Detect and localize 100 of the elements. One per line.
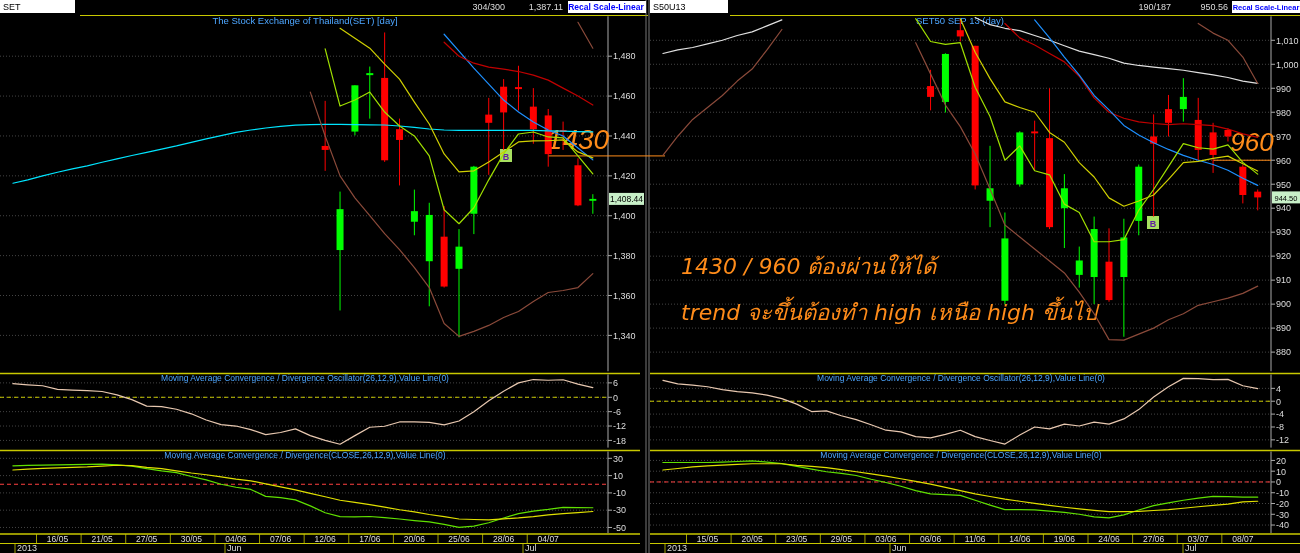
y-tick-label: -18 xyxy=(613,435,627,446)
x-tick-label: 03/07 xyxy=(1187,534,1210,544)
x-tick-label: 14/06 xyxy=(1009,534,1031,544)
y-tick-label: 970 xyxy=(1276,131,1292,142)
candlestick xyxy=(1209,122,1217,174)
x-tick-label: 04/06 xyxy=(225,534,247,544)
text: 190/187 xyxy=(1138,2,1171,12)
y-tick-label: 10 xyxy=(1276,466,1287,477)
y-tick-label: 890 xyxy=(1276,323,1292,334)
y-tick-label: 0 xyxy=(1276,396,1282,407)
y-tick-label: -30 xyxy=(613,505,627,516)
candlestick xyxy=(485,97,493,176)
y-tick-label: 1,010 xyxy=(1276,35,1299,46)
x-tick-label: 19/06 xyxy=(1053,534,1076,544)
y-tick-label: -50 xyxy=(613,522,627,533)
chart-title: Moving Average Convergence / Divergence Oscillator(26,12,9),Value Line(0) xyxy=(817,373,1106,383)
x-tick-label: 25/06 xyxy=(448,534,470,544)
y-tick-label: -12 xyxy=(1276,435,1290,446)
line-series xyxy=(662,460,1259,519)
y-tick-label: 30 xyxy=(613,453,624,464)
y-tick-label: 880 xyxy=(1276,347,1292,358)
candlestick xyxy=(529,87,537,145)
y-tick-label: -30 xyxy=(1276,509,1290,520)
y-tick-label: 1,380 xyxy=(613,250,636,261)
x-tick-label: 04/07 xyxy=(537,534,560,544)
y-tick-label: 1,400 xyxy=(613,211,636,222)
y-tick-label: -10 xyxy=(613,488,627,499)
chart-title: Moving Average Convergence / Divergence(CLOSE,26,12,9),Value Line(0) xyxy=(164,450,446,460)
x-tick-label: 30/05 xyxy=(180,534,203,544)
text: Recal Scale-Linear xyxy=(568,2,645,12)
annotation: B xyxy=(502,151,510,162)
x-tick-label: 16/05 xyxy=(46,534,69,544)
y-tick-label: 20 xyxy=(1276,455,1287,466)
candlestick xyxy=(1179,77,1187,123)
candlestick xyxy=(927,69,935,111)
y-tick-label: 1,360 xyxy=(613,290,636,301)
y-tick-label: -4 xyxy=(1276,409,1285,420)
chart-title: The Stock Exchange of Thailand(SET) [day] xyxy=(212,15,398,26)
x-tick-label: 03/06 xyxy=(875,534,897,544)
x-tick-label: 29/05 xyxy=(830,534,853,544)
y-tick-label: 1,440 xyxy=(613,131,636,142)
y-tick-label: 900 xyxy=(1276,299,1292,310)
y-tick-label: 910 xyxy=(1276,275,1292,286)
y-tick-label: 990 xyxy=(1276,83,1292,94)
candlestick xyxy=(321,100,329,172)
line-series xyxy=(662,463,1259,513)
y-tick-label: 0 xyxy=(1276,477,1282,488)
y-tick-label: 1,000 xyxy=(1276,59,1299,70)
line-series xyxy=(443,41,594,106)
text: 950.56 xyxy=(1200,2,1228,12)
x-tick-label: 20/06 xyxy=(403,534,426,544)
candlestick xyxy=(1060,173,1068,249)
x-tick-label: 08/07 xyxy=(1232,534,1254,544)
candlestick xyxy=(514,65,522,111)
y-tick-label: 920 xyxy=(1276,251,1292,262)
x-tick-label: 27/05 xyxy=(136,534,158,544)
y-tick-label: 960 xyxy=(1276,155,1292,166)
chart-title: Moving Average Convergence / Divergence Oscillator(26,12,9),Value Line(0) xyxy=(161,373,450,383)
y-tick-label: 1,480 xyxy=(613,51,636,62)
text: Jun xyxy=(227,543,242,553)
x-tick-label: 24/06 xyxy=(1098,534,1120,544)
text: 2013 xyxy=(17,543,38,553)
annotation: trend จะขึ้นต้องทำ high เหนือ high ขึ้นไป xyxy=(681,296,1101,325)
y-tick-label: 10 xyxy=(613,470,624,481)
text: S50U13 xyxy=(653,2,686,12)
candlestick xyxy=(1075,246,1083,289)
x-tick-label: 11/06 xyxy=(964,534,986,544)
x-tick-label: 06/06 xyxy=(919,534,942,544)
y-tick-label: -8 xyxy=(1276,422,1285,433)
y-tick-label: -12 xyxy=(613,421,627,432)
x-tick-label: 20/05 xyxy=(741,534,764,544)
x-tick-label: 27/06 xyxy=(1142,534,1165,544)
text: Jul xyxy=(1185,543,1197,553)
text: Jun xyxy=(892,543,907,553)
y-tick-label: -6 xyxy=(613,406,622,417)
y-tick-label: 6 xyxy=(613,378,619,389)
y-tick-label: 4 xyxy=(1276,383,1282,394)
y-tick-label: 1,460 xyxy=(613,91,636,102)
x-tick-label: 07/06 xyxy=(269,534,292,544)
candlestick xyxy=(366,66,374,120)
y-tick-label: 980 xyxy=(1276,107,1292,118)
y-tick-label: 930 xyxy=(1276,227,1292,238)
y-tick-label: 1,340 xyxy=(613,330,636,341)
text: 2013 xyxy=(667,543,688,553)
candlestick xyxy=(1031,120,1039,172)
y-tick-label: 940 xyxy=(1276,203,1292,214)
candlestick xyxy=(455,228,463,338)
text: Jul xyxy=(525,543,537,553)
candlestick xyxy=(1224,127,1232,143)
y-tick-label: 1,420 xyxy=(613,171,636,182)
y-tick-label: 950 xyxy=(1276,179,1292,190)
candlestick xyxy=(396,118,404,186)
text: SET xyxy=(3,2,22,12)
chart-title: Moving Average Convergence / Divergence(CLOSE,26,12,9),Value Line(0) xyxy=(820,450,1102,460)
x-tick-label: 15/05 xyxy=(696,534,719,544)
x-tick-label: 17/06 xyxy=(359,534,381,544)
x-tick-label: 23/05 xyxy=(786,534,808,544)
annotation: B xyxy=(1149,219,1157,229)
text: 1,387.11 xyxy=(528,2,563,12)
x-tick-label: 21/05 xyxy=(91,534,114,544)
